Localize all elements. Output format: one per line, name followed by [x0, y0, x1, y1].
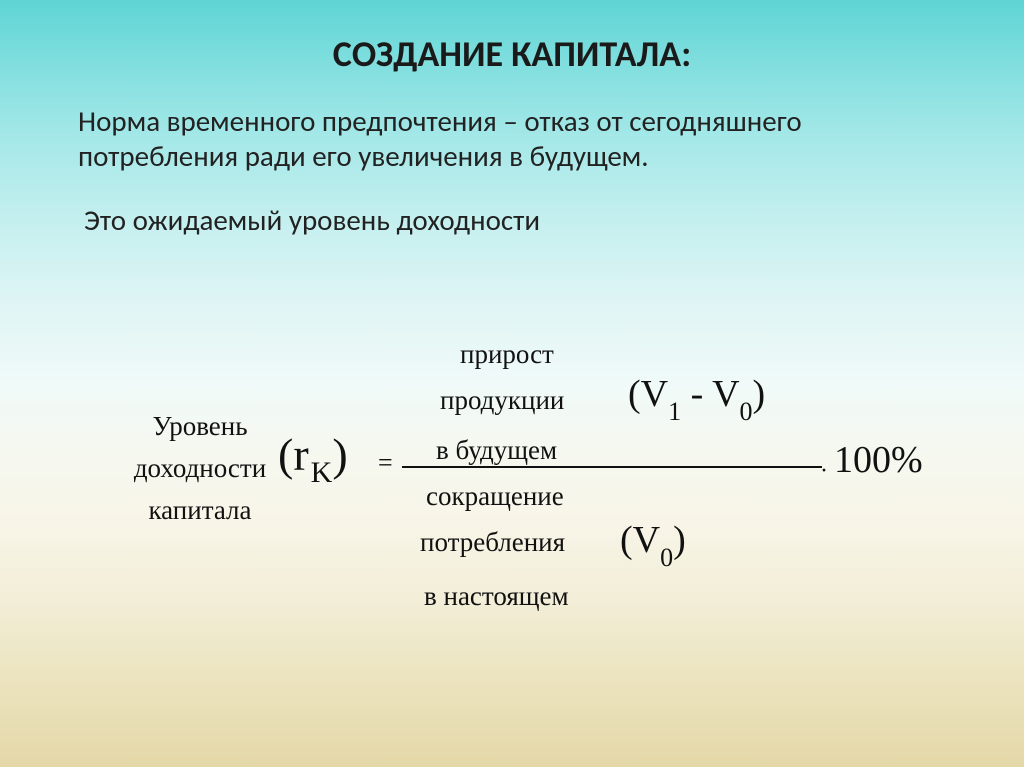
numer-expression: (V1 - V0)	[628, 372, 765, 427]
multiply-dot: ·	[820, 458, 828, 485]
left-label-line1: Уровень	[120, 406, 280, 448]
symbol-sub-k: K	[309, 456, 333, 489]
numer-minus-v: - V	[681, 373, 739, 415]
denom-sub0: 0	[660, 543, 673, 572]
paren-close: )	[332, 429, 347, 480]
denom-expression: (V0)	[620, 518, 686, 573]
denom-close: )	[673, 519, 686, 561]
numerator: прирост продукции в будущем (V1 - V0)	[402, 330, 822, 458]
paragraph-1: Норма временного предпочтения – отказ от…	[78, 104, 946, 175]
left-label-line2: доходности	[120, 448, 280, 490]
paren-open: (	[278, 429, 293, 480]
denom-line3: в настоящем	[424, 576, 569, 618]
numer-sub0: 0	[740, 397, 753, 426]
formula-block: Уровень доходности капитала (rK) = приро…	[0, 330, 1024, 690]
formula-left-label: Уровень доходности капитала	[120, 406, 280, 532]
numer-line1: прирост	[460, 334, 554, 376]
formula-symbol-rk: (rK)	[278, 428, 348, 490]
slide-title: СОЗДАНИЕ КАПИТАЛА:	[0, 0, 1024, 76]
denom-line1: сокращение	[426, 476, 564, 518]
numer-line2: продукции	[440, 380, 564, 422]
left-label-line3: капитала	[120, 490, 280, 532]
symbol-r: r	[293, 429, 308, 480]
numer-sub1: 1	[668, 397, 681, 426]
denom-line2: потребления	[420, 522, 565, 564]
denom-v-open: (V	[620, 519, 660, 561]
fraction-bar	[402, 466, 822, 468]
equals-sign: =	[378, 448, 393, 478]
numer-v-open: (V	[628, 373, 668, 415]
denominator: сокращение потребления в настоящем (V0)	[402, 476, 822, 636]
hundred-percent: 100%	[834, 438, 923, 482]
paragraph-2: Это ожидаемый уровень доходности	[78, 203, 946, 238]
body-text-block: Норма временного предпочтения – отказ от…	[0, 76, 1024, 238]
numer-close: )	[753, 373, 766, 415]
